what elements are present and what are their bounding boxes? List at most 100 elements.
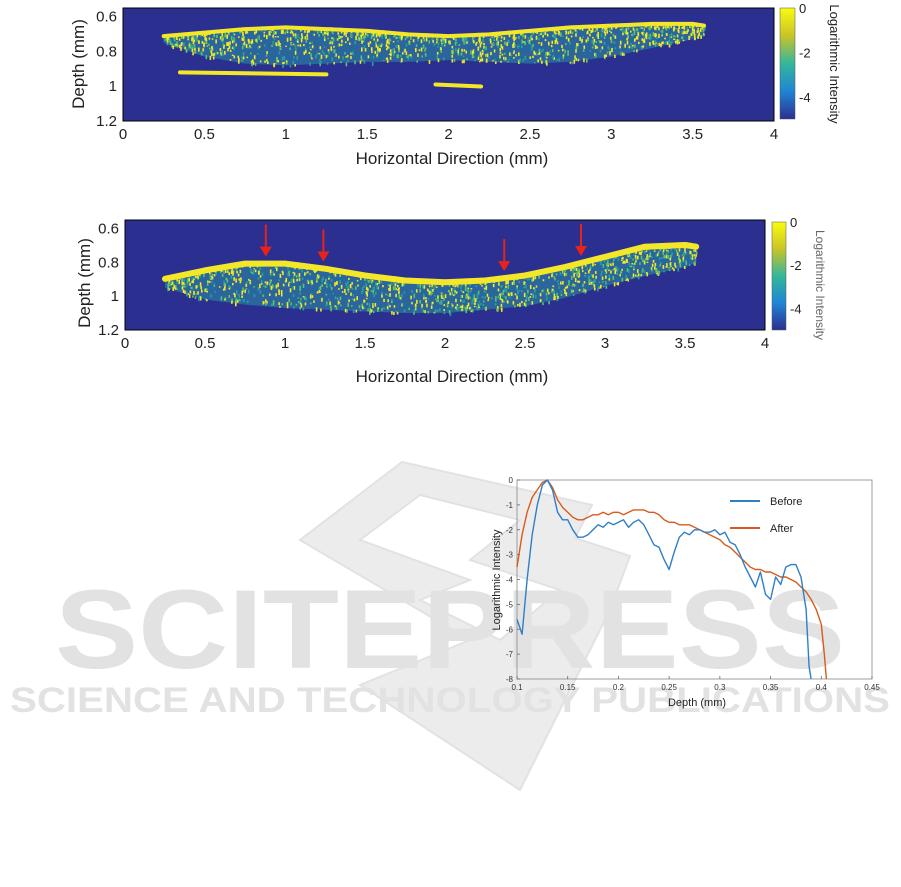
tissue-speckle (530, 35, 533, 37)
tissue-speckle (613, 282, 616, 287)
tissue-speckle (676, 252, 679, 256)
tissue-speckle (538, 42, 540, 44)
tissue-speckle (440, 49, 443, 53)
tissue-speckle (428, 60, 431, 64)
tissue-speckle (178, 278, 180, 280)
tissue-speckle (277, 40, 280, 43)
line-chart-series (516, 479, 828, 680)
tissue-speckle (595, 53, 597, 58)
tissue-speckle (220, 53, 223, 57)
tissue-speckle (426, 288, 429, 291)
tissue-speckle (269, 31, 271, 36)
tissue-speckle (357, 284, 359, 287)
tissue-speckle (253, 268, 256, 270)
tissue-speckle (641, 31, 643, 35)
tissue-speckle (453, 287, 456, 291)
tissue-speckle (377, 45, 380, 47)
tissue-speckle (264, 281, 267, 284)
tissue-speckle (427, 297, 430, 300)
tissue-speckle (553, 292, 556, 296)
tissue-speckle (429, 293, 432, 296)
tissue-speckle (420, 306, 423, 310)
tissue-speckle (648, 26, 651, 31)
tissue-speckle (331, 40, 334, 45)
tissue-speckle (625, 27, 628, 33)
tissue-speckle (389, 287, 391, 292)
tissue-speckle (683, 30, 685, 34)
tissue-speckle (397, 40, 399, 43)
tissue-speckle (200, 286, 202, 290)
tissue-speckle (271, 303, 273, 307)
tissue-speckle (612, 275, 615, 280)
tissue-speckle (252, 269, 255, 273)
tissue-speckle (697, 36, 699, 39)
tissue-speckle (399, 296, 402, 300)
y-tick-label: -2 (506, 526, 514, 535)
tissue-speckle (201, 40, 204, 44)
tissue-speckle (372, 293, 375, 295)
tissue-speckle (310, 293, 313, 295)
tissue-speckle (471, 35, 474, 40)
tissue-speckle (600, 270, 603, 274)
tissue-speckle (413, 312, 415, 315)
tissue-speckle (347, 288, 350, 293)
tissue-speckle (421, 303, 423, 308)
tissue-speckle (176, 37, 178, 40)
tissue-speckle (309, 62, 311, 66)
tissue-speckle (363, 285, 365, 289)
tissue-speckle (539, 293, 542, 297)
tissue-speckle (387, 299, 389, 303)
tissue-speckle (464, 284, 467, 287)
tissue-speckle (404, 48, 406, 53)
tissue-speckle (385, 43, 388, 47)
tissue-speckle (365, 297, 368, 300)
tissue-speckle (563, 270, 565, 275)
tissue-speckle (197, 40, 200, 43)
tissue-speckle (582, 35, 584, 39)
tissue-speckle (532, 287, 535, 290)
tissue-speckle (542, 35, 544, 38)
tissue-speckle (167, 287, 169, 292)
tissue-speckle (452, 294, 455, 297)
tissue-speckle (323, 52, 325, 56)
tissue-speckle (278, 44, 280, 46)
tissue-speckle (621, 26, 624, 31)
tissue-speckle (575, 57, 578, 61)
tissue-speckle (449, 312, 452, 317)
tissue-speckle (608, 262, 610, 266)
tissue-speckle (538, 33, 541, 37)
tissue-speckle (235, 278, 237, 283)
tissue-speckle (472, 298, 475, 303)
tissue-speckle (654, 40, 656, 44)
tissue-speckle (436, 55, 438, 59)
tissue-speckle (624, 29, 626, 33)
tissue-speckle (500, 44, 503, 48)
tissue-speckle (319, 59, 321, 64)
tissue-speckle (551, 288, 553, 293)
tissue-speckle (527, 289, 529, 294)
tissue-speckle (214, 291, 217, 293)
tissue-speckle (488, 56, 490, 59)
red-arrow-head (259, 246, 272, 257)
tissue-speckle (206, 282, 209, 286)
tissue-speckle (273, 273, 275, 276)
tissue-speckle (301, 36, 304, 40)
tissue-speckle (326, 301, 328, 305)
tissue-speckle (338, 43, 341, 47)
tissue-speckle (290, 42, 293, 45)
tissue-speckle (440, 39, 443, 42)
tissue-speckle (376, 50, 379, 55)
tissue-speckle (474, 302, 476, 305)
tissue-speckle (354, 41, 356, 45)
tissue-speckle (655, 26, 657, 31)
tissue-speckle (272, 271, 275, 275)
tissue-speckle (456, 306, 459, 311)
tissue-speckle (417, 53, 419, 57)
tissue-speckle (330, 46, 333, 51)
tissue-speckle (353, 298, 356, 302)
tissue-speckle (574, 284, 577, 287)
tissue-speckle (379, 32, 382, 36)
tissue-speckle (348, 42, 351, 45)
tissue-speckle (175, 44, 177, 46)
tissue-speckle (572, 267, 574, 272)
